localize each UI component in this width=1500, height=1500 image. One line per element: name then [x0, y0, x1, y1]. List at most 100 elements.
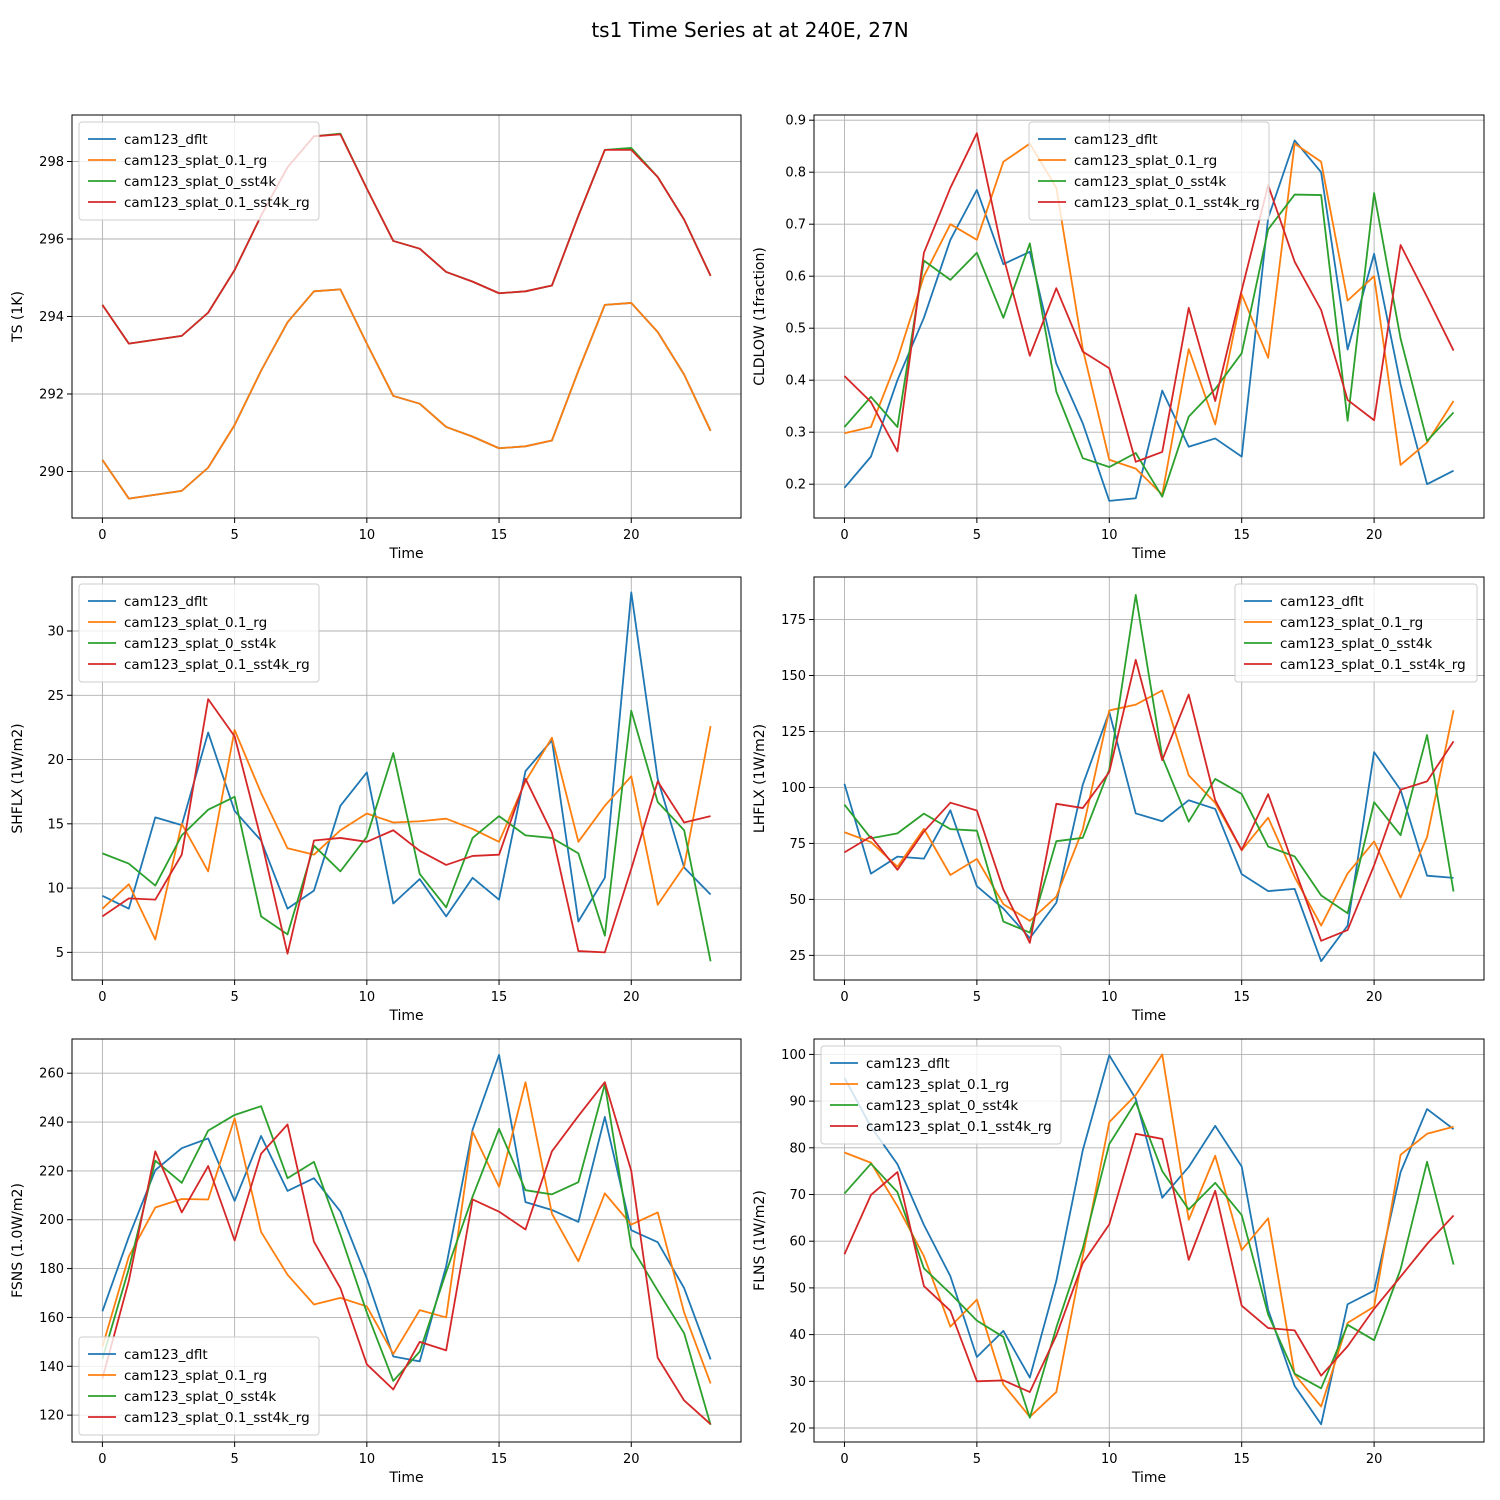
series-group	[843, 132, 1455, 502]
y-tick-label: 175	[781, 613, 806, 628]
y-tick-label: 20	[789, 1421, 806, 1436]
x-axis-label: Time	[1131, 546, 1166, 562]
y-tick-label: 10	[47, 882, 64, 897]
x-tick-label: 10	[359, 990, 376, 1005]
y-tick-label: 0.3	[785, 426, 806, 441]
y-tick-label: 125	[781, 725, 806, 740]
y-tick-label: 150	[781, 669, 806, 684]
series-group	[843, 1053, 1455, 1426]
x-tick-label: 15	[1233, 1452, 1250, 1467]
y-axis-label: SHFLX (1W/m2)	[10, 723, 26, 833]
series-line-cam123_dflt	[843, 1054, 1455, 1426]
x-axis-label: Time	[388, 546, 423, 562]
axes-frame	[813, 114, 1485, 519]
x-tick-label: 5	[230, 528, 238, 543]
y-tick-label: 0.5	[785, 322, 806, 337]
legend-label: cam123_splat_0.1_sst4k_rg	[866, 1119, 1052, 1135]
legend: cam123_dflt cam123_splat_0.1_rg cam123_spl…	[78, 583, 320, 683]
series-line-cam123_splat_0_sst4k	[102, 709, 712, 962]
y-tick-label: 90	[789, 1095, 806, 1110]
legend-frame	[78, 583, 320, 683]
x-tick-label: 0	[98, 990, 106, 1005]
series-line-cam123_splat_0.1_sst4k_rg	[843, 658, 1455, 944]
x-tick-label: 5	[973, 528, 981, 543]
x-tick-label: 5	[973, 1452, 981, 1467]
legend-frame	[1028, 121, 1270, 221]
x-tick-label: 15	[491, 990, 508, 1005]
y-tick-label: 0.4	[785, 374, 806, 389]
legend-label: cam123_splat_0.1_rg	[124, 1368, 267, 1384]
x-tick-label: 15	[491, 1452, 508, 1467]
series-line-cam123_splat_0.1_rg	[101, 725, 712, 941]
axes-frame	[71, 576, 742, 981]
x-tick-label: 0	[840, 1452, 848, 1467]
y-tick-label: 120	[39, 1409, 64, 1424]
y-tick-label: 15	[47, 817, 64, 832]
axes-frame	[813, 576, 1485, 981]
legend-label: cam123_splat_0_sst4k	[866, 1098, 1018, 1114]
y-tick-label: 260	[39, 1067, 64, 1082]
subplot-2: 0 5 10 15 20 0.2 0.3 0.4 0.5 0.6 0.7 0.8 0.9 Time CLDL…	[752, 114, 1485, 562]
y-tick-label: 40	[789, 1328, 806, 1343]
legend-label: cam123_dflt	[1280, 594, 1364, 610]
y-axis-label: FLNS (1W/m2)	[752, 1190, 768, 1291]
series-group	[101, 591, 712, 962]
legend-label: cam123_splat_0_sst4k	[1280, 636, 1432, 652]
legend-frame	[78, 121, 320, 221]
y-axis-label: LHFLX (1W/m2)	[752, 724, 768, 833]
y-tick-label: 292	[39, 388, 64, 403]
y-tick-label: 0.7	[785, 218, 806, 233]
y-tick-label: 5	[56, 946, 64, 961]
legend-label: cam123_splat_0.1_sst4k_rg	[124, 195, 310, 211]
legend-label: cam123_dflt	[124, 1347, 208, 1363]
subplot-1: 0 5 10 15 20 290 292 294 296 298 Time TS (1K) cam123…	[10, 114, 742, 562]
y-tick-label: 100	[781, 781, 806, 796]
legend-label: cam123_splat_0_sst4k	[124, 174, 276, 190]
x-tick-label: 20	[1366, 990, 1383, 1005]
x-tick-label: 15	[1233, 528, 1250, 543]
y-tick-label: 296	[39, 233, 64, 248]
y-tick-label: 0.2	[785, 478, 806, 493]
y-tick-label: 75	[789, 837, 806, 852]
y-tick-label: 50	[789, 1281, 806, 1296]
series-line-cam123_splat_0.1_rg	[844, 142, 1455, 496]
y-tick-label: 240	[39, 1116, 64, 1131]
legend-label: cam123_dflt	[124, 132, 208, 148]
y-tick-label: 220	[39, 1164, 64, 1179]
x-axis-label: Time	[388, 1008, 423, 1024]
y-tick-label: 0.9	[785, 114, 806, 129]
y-tick-label: 140	[39, 1360, 64, 1375]
y-tick-label: 60	[789, 1235, 806, 1250]
legend-label: cam123_splat_0.1_rg	[866, 1077, 1009, 1093]
legend-label: cam123_splat_0.1_rg	[124, 615, 267, 631]
y-tick-label: 100	[781, 1048, 806, 1063]
y-tick-label: 180	[39, 1262, 64, 1277]
x-tick-label: 20	[1366, 528, 1383, 543]
series-group	[843, 594, 1455, 963]
subplot-4: 0 5 10 15 20 25 50 75 100 125 150 175 Time LHFLX (1W/…	[752, 576, 1485, 1024]
legend-frame	[1234, 583, 1478, 683]
series-line-cam123_dflt	[102, 591, 712, 923]
x-tick-label: 10	[359, 528, 376, 543]
legend-label: cam123_splat_0.1_sst4k_rg	[1074, 195, 1260, 211]
y-tick-label: 25	[789, 949, 806, 964]
y-tick-label: 30	[47, 624, 64, 639]
x-tick-label: 10	[1101, 990, 1118, 1005]
x-tick-label: 0	[840, 990, 848, 1005]
x-tick-label: 20	[1366, 1452, 1383, 1467]
series-line-cam123_splat_0.1_rg	[101, 288, 712, 500]
y-tick-label: 70	[789, 1188, 806, 1203]
y-axis-label: CLDLOW (1fraction)	[752, 247, 768, 386]
x-axis-label: Time	[1131, 1008, 1166, 1024]
y-tick-label: 160	[39, 1311, 64, 1326]
x-tick-label: 20	[623, 1452, 640, 1467]
legend: cam123_dflt cam123_splat_0.1_rg cam123_spl…	[820, 1045, 1062, 1145]
legend: cam123_dflt cam123_splat_0.1_rg cam123_spl…	[1028, 121, 1270, 221]
legend-label: cam123_splat_0.1_sst4k_rg	[124, 1410, 310, 1426]
legend-label: cam123_splat_0_sst4k	[124, 1389, 276, 1405]
x-tick-label: 5	[973, 990, 981, 1005]
series-group	[101, 1053, 712, 1426]
x-tick-label: 0	[98, 1452, 106, 1467]
y-tick-label: 0.6	[785, 270, 806, 285]
